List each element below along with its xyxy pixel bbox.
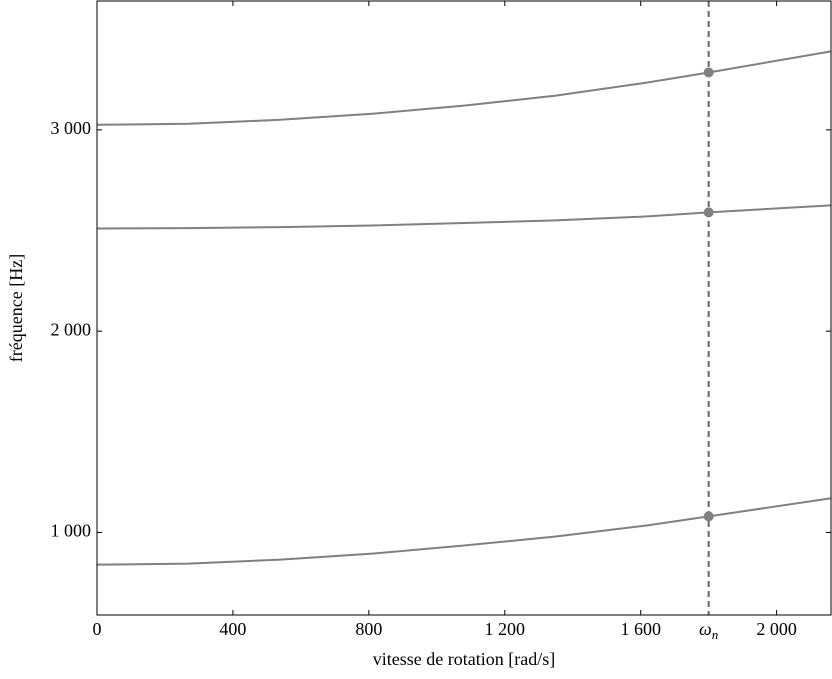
plot-frame	[96, 0, 832, 616]
y-tick-label: 2 000	[51, 319, 92, 339]
x-tick-label: 800	[355, 619, 382, 639]
marker	[703, 67, 714, 78]
x-tick-label: 0	[93, 619, 102, 639]
annotation-label: ωn	[699, 619, 718, 642]
x-axis-label: vitesse de rotation [rad/s]	[373, 649, 555, 669]
x-tick-label: 2 000	[756, 619, 797, 639]
series-line	[96, 497, 832, 566]
series-line	[96, 50, 832, 126]
y-tick-label: 1 000	[51, 521, 92, 541]
x-tick-label: 1 600	[620, 619, 661, 639]
annotation-symbol: ω	[699, 619, 712, 639]
x-tick-label: 1 200	[485, 619, 526, 639]
x-tick-label: 400	[219, 619, 246, 639]
marker	[703, 511, 714, 522]
series-line	[96, 204, 832, 230]
y-tick-label: 3 000	[51, 118, 92, 138]
marker	[703, 207, 714, 218]
annotation-subscript: n	[712, 627, 719, 642]
y-axis-label: fréquence [Hz]	[6, 254, 26, 362]
